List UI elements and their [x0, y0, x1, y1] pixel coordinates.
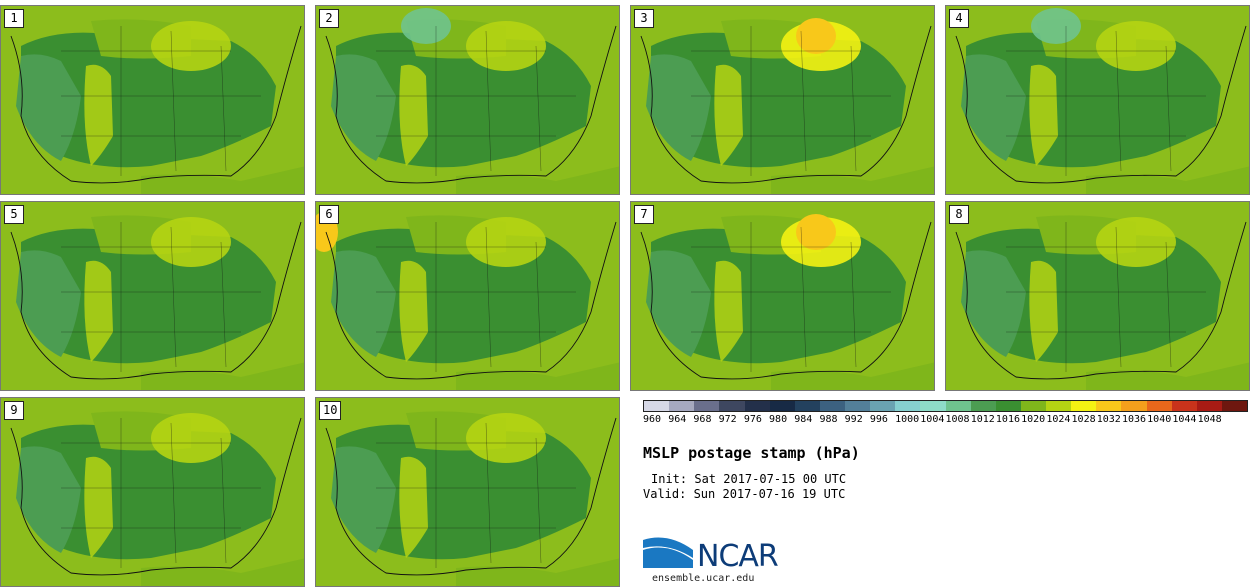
colorbar-label: 1024 — [1046, 414, 1071, 425]
pressure-map — [1, 202, 304, 390]
colorbar-label: 1032 — [1096, 414, 1121, 425]
pressure-map — [946, 6, 1249, 194]
colorbar-label: 972 — [718, 414, 737, 425]
member-number: 6 — [319, 205, 339, 224]
colorbar-segment — [1020, 401, 1046, 411]
colorbar-label: 1008 — [945, 414, 970, 425]
colorbar-label: 1048 — [1197, 414, 1222, 425]
ncar-logo-text: NCAR — [697, 539, 779, 574]
member-number: 5 — [4, 205, 24, 224]
colorbar-segment — [1221, 401, 1247, 411]
colorbar-segment — [769, 401, 795, 411]
colorbar-segment — [819, 401, 845, 411]
colorbar-segment — [870, 401, 896, 411]
colorbar-label: 964 — [668, 414, 687, 425]
colorbar-label: 960 — [643, 414, 662, 425]
colorbar-label: 1044 — [1172, 414, 1197, 425]
colorbar-label: 1004 — [920, 414, 945, 425]
colorbar-label: 1040 — [1147, 414, 1172, 425]
init-time: Init: Sat 2017-07-15 00 UTC — [651, 472, 847, 486]
colorbar-label: 996 — [869, 414, 888, 425]
colorbar-segment — [920, 401, 946, 411]
colorbar-segment — [970, 401, 996, 411]
colorbar-segment — [1096, 401, 1122, 411]
member-number: 1 — [4, 9, 24, 28]
site-url: ensemble.ucar.edu — [652, 573, 755, 584]
colorbar-segment — [1196, 401, 1222, 411]
member-number: 4 — [949, 9, 969, 28]
member-number: 10 — [319, 401, 342, 420]
colorbar-segment — [644, 401, 670, 411]
colorbar-segment — [669, 401, 695, 411]
ensemble-member-panel: 4 — [945, 5, 1250, 195]
ensemble-member-panel: 10 — [315, 397, 620, 587]
colorbar-labels: 960 964 968 972 976 980 984 988 992 996 1000 1004 10… — [633, 414, 1253, 428]
pressure-map — [316, 6, 619, 194]
colorbar-label: 1016 — [995, 414, 1020, 425]
colorbar-label: 976 — [743, 414, 762, 425]
colorbar-segment — [895, 401, 921, 411]
colorbar-segment — [1171, 401, 1197, 411]
colorbar-label: 1000 — [895, 414, 920, 425]
ensemble-member-panel: 5 — [0, 201, 305, 391]
colorbar-label: 984 — [794, 414, 813, 425]
ncar-logo-icon — [643, 537, 693, 568]
ensemble-member-panel: 1 — [0, 5, 305, 195]
pressure-map — [1, 398, 304, 586]
member-number: 3 — [634, 9, 654, 28]
colorbar-label: 1020 — [1021, 414, 1046, 425]
colorbar-segment — [995, 401, 1021, 411]
colorbar-segment — [794, 401, 820, 411]
colorbar-segment — [1121, 401, 1147, 411]
member-number: 2 — [319, 9, 339, 28]
colorbar-label: 1036 — [1121, 414, 1147, 425]
colorbar-label: 980 — [769, 414, 788, 425]
valid-time: Valid: Sun 2017-07-16 19 UTC — [643, 487, 846, 501]
ensemble-member-panel: 7 — [630, 201, 935, 391]
pressure-map — [1, 6, 304, 194]
member-number: 8 — [949, 205, 969, 224]
ensemble-member-panel: 8 — [945, 201, 1250, 391]
ensemble-member-panel: 3 — [630, 5, 935, 195]
map-title: MSLP postage stamp (hPa) — [643, 444, 860, 462]
colorbar-segment — [694, 401, 720, 411]
member-number: 9 — [4, 401, 24, 420]
pressure-map — [631, 202, 934, 390]
ensemble-member-panel: 2 — [315, 5, 620, 195]
colorbar-label: 988 — [819, 414, 838, 425]
colorbar-label: 1028 — [1071, 414, 1096, 425]
colorbar-segment — [1071, 401, 1097, 411]
ensemble-member-panel: 9 — [0, 397, 305, 587]
colorbar-segment — [719, 401, 745, 411]
colorbar-segment — [945, 401, 971, 411]
colorbar-segment — [744, 401, 770, 411]
pressure-map — [631, 6, 934, 194]
colorbar-label: 968 — [693, 414, 712, 425]
pressure-colorbar — [643, 400, 1248, 412]
pressure-map — [316, 398, 619, 586]
pressure-map — [946, 202, 1249, 390]
pressure-map — [316, 202, 619, 390]
colorbar-label: 1012 — [970, 414, 995, 425]
member-number: 7 — [634, 205, 654, 224]
ensemble-member-panel: 6 — [315, 201, 620, 391]
colorbar-segment — [1146, 401, 1172, 411]
colorbar-label: 992 — [844, 414, 863, 425]
colorbar-segment — [845, 401, 871, 411]
colorbar-segment — [1046, 401, 1072, 411]
